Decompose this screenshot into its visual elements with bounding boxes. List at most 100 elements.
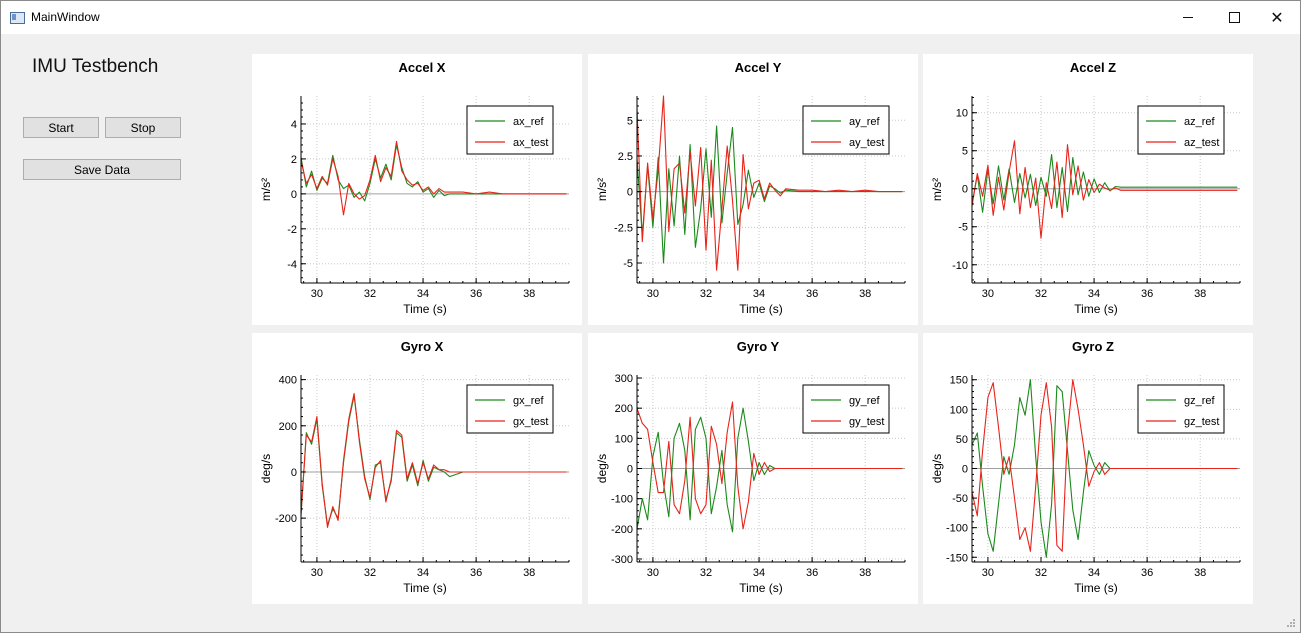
y-tick-label: 100 [615, 433, 633, 445]
chart-title: Accel Z [1070, 60, 1116, 75]
series-line-gx_test [300, 392, 567, 528]
maximize-button[interactable] [1211, 1, 1257, 34]
x-tick-label: 30 [982, 567, 994, 579]
x-tick-label: 32 [1035, 288, 1047, 300]
y-tick-label: -5 [623, 258, 633, 270]
x-tick-label: 32 [364, 567, 376, 579]
y-axis-label: deg/s [930, 454, 944, 483]
y-tick-label: 200 [279, 421, 297, 433]
x-axis-label: Time (s) [1074, 302, 1118, 316]
x-tick-label: 30 [311, 288, 323, 300]
chart-title: Gyro Y [737, 339, 780, 354]
x-tick-label: 36 [470, 288, 482, 300]
title-bar[interactable]: MainWindow ✕ [1, 1, 1300, 34]
stop-button[interactable]: Stop [105, 117, 181, 138]
x-tick-label: 36 [806, 567, 818, 579]
chart-panel: Accel Z 30 32 34 36 38 -10 -5 0 5 10 Time (s) m/s² az… [923, 54, 1253, 325]
x-axis-label: Time (s) [1074, 581, 1118, 595]
x-tick-label: 36 [1141, 567, 1153, 579]
legend-box [802, 105, 890, 155]
y-tick-label: -2.5 [614, 222, 633, 234]
legend-label: gy_ref [849, 395, 881, 407]
x-tick-label: 38 [859, 288, 871, 300]
close-icon: ✕ [1270, 9, 1284, 27]
x-tick-label: 38 [1194, 288, 1206, 300]
legend-label: ax_ref [513, 116, 545, 128]
x-tick-label: 34 [753, 288, 765, 300]
x-tick-label: 30 [647, 567, 659, 579]
app-window-icon [10, 12, 25, 24]
y-tick-label: -200 [275, 513, 297, 525]
y-tick-label: 5 [627, 115, 633, 127]
x-tick-label: 36 [806, 288, 818, 300]
x-tick-label: 38 [523, 288, 535, 300]
minimize-icon [1183, 17, 1193, 18]
chart-svg: Accel X 30 32 34 36 38 -4 -2 0 2 4 Time (s) m/s² ax_r… [259, 60, 570, 316]
y-tick-label: 2.5 [618, 151, 633, 163]
series-line-ax_test [300, 140, 567, 216]
x-tick-label: 30 [982, 288, 994, 300]
legend-box [1137, 384, 1225, 434]
legend-box [466, 384, 554, 434]
chart-legend: ax_ref ax_test [466, 105, 554, 155]
x-axis-label: Time (s) [739, 581, 783, 595]
y-tick-label: 10 [956, 108, 968, 120]
y-tick-label: 0 [627, 187, 633, 199]
series-line-az_test [971, 140, 1238, 239]
x-tick-label: 30 [647, 288, 659, 300]
x-tick-label: 32 [364, 288, 376, 300]
x-tick-label: 32 [700, 288, 712, 300]
minimize-button[interactable] [1165, 1, 1211, 34]
y-tick-label: -5 [958, 222, 968, 234]
close-button[interactable]: ✕ [1254, 1, 1300, 34]
y-axis-label: deg/s [259, 454, 273, 483]
series-line-ay_test [636, 95, 903, 271]
start-button[interactable]: Start [23, 117, 99, 138]
y-tick-label: 0 [962, 464, 968, 476]
y-tick-label: 150 [950, 375, 968, 387]
chart-svg: Accel Z 30 32 34 36 38 -10 -5 0 5 10 Time (s) m/s² az… [930, 60, 1241, 316]
resize-grip-icon[interactable] [1286, 618, 1296, 628]
y-tick-label: -50 [952, 493, 968, 505]
y-tick-label: 200 [615, 403, 633, 415]
legend-label: gy_test [849, 416, 884, 428]
y-tick-label: -2 [287, 224, 297, 236]
series-line-gz_test [971, 379, 1238, 552]
y-axis-label: m/s² [595, 178, 609, 201]
x-tick-label: 32 [700, 567, 712, 579]
y-tick-label: 0 [962, 184, 968, 196]
chart-legend: gx_ref gx_test [466, 384, 554, 434]
y-tick-label: -4 [287, 259, 297, 271]
window-title: MainWindow [31, 10, 100, 24]
maximize-icon [1228, 12, 1240, 23]
y-tick-label: 4 [291, 119, 297, 131]
x-tick-label: 34 [417, 567, 429, 579]
x-axis-label: Time (s) [403, 581, 447, 595]
chart-title: Accel X [399, 60, 446, 75]
chart-panel: Accel X 30 32 34 36 38 -4 -2 0 2 4 Time (s) m/s² ax_r… [252, 54, 582, 325]
chart-svg: Gyro Z 30 32 34 36 38 -150 -100 -50 0 50 100 150 Time… [930, 339, 1241, 595]
y-tick-label: 0 [291, 467, 297, 479]
x-axis-label: Time (s) [739, 302, 783, 316]
chart-svg: Accel Y 30 32 34 36 38 -5 -2.5 0 2.5 5 Time (s) m/s²… [595, 60, 906, 316]
save-data-button[interactable]: Save Data [23, 159, 181, 180]
x-tick-label: 32 [1035, 567, 1047, 579]
legend-box [802, 384, 890, 434]
series-line-gy_test [636, 401, 903, 530]
y-axis-label: m/s² [930, 178, 944, 201]
chart-svg: Gyro X 30 32 34 36 38 -200 0 200 400 Time (s) deg/s… [259, 339, 570, 595]
legend-label: az_ref [1184, 116, 1216, 128]
legend-label: ay_ref [849, 116, 881, 128]
y-tick-label: 5 [962, 146, 968, 158]
y-tick-label: 50 [956, 434, 968, 446]
legend-label: gx_test [513, 416, 548, 428]
y-tick-label: -150 [946, 552, 968, 564]
x-tick-label: 34 [753, 567, 765, 579]
y-tick-label: -100 [946, 523, 968, 535]
chart-legend: gy_ref gy_test [802, 384, 890, 434]
y-tick-label: -10 [952, 260, 968, 272]
legend-label: gz_ref [1184, 395, 1216, 407]
x-tick-label: 34 [417, 288, 429, 300]
chart-panel: Gyro Z 30 32 34 36 38 -150 -100 -50 0 50 100 150 Time… [923, 333, 1253, 604]
